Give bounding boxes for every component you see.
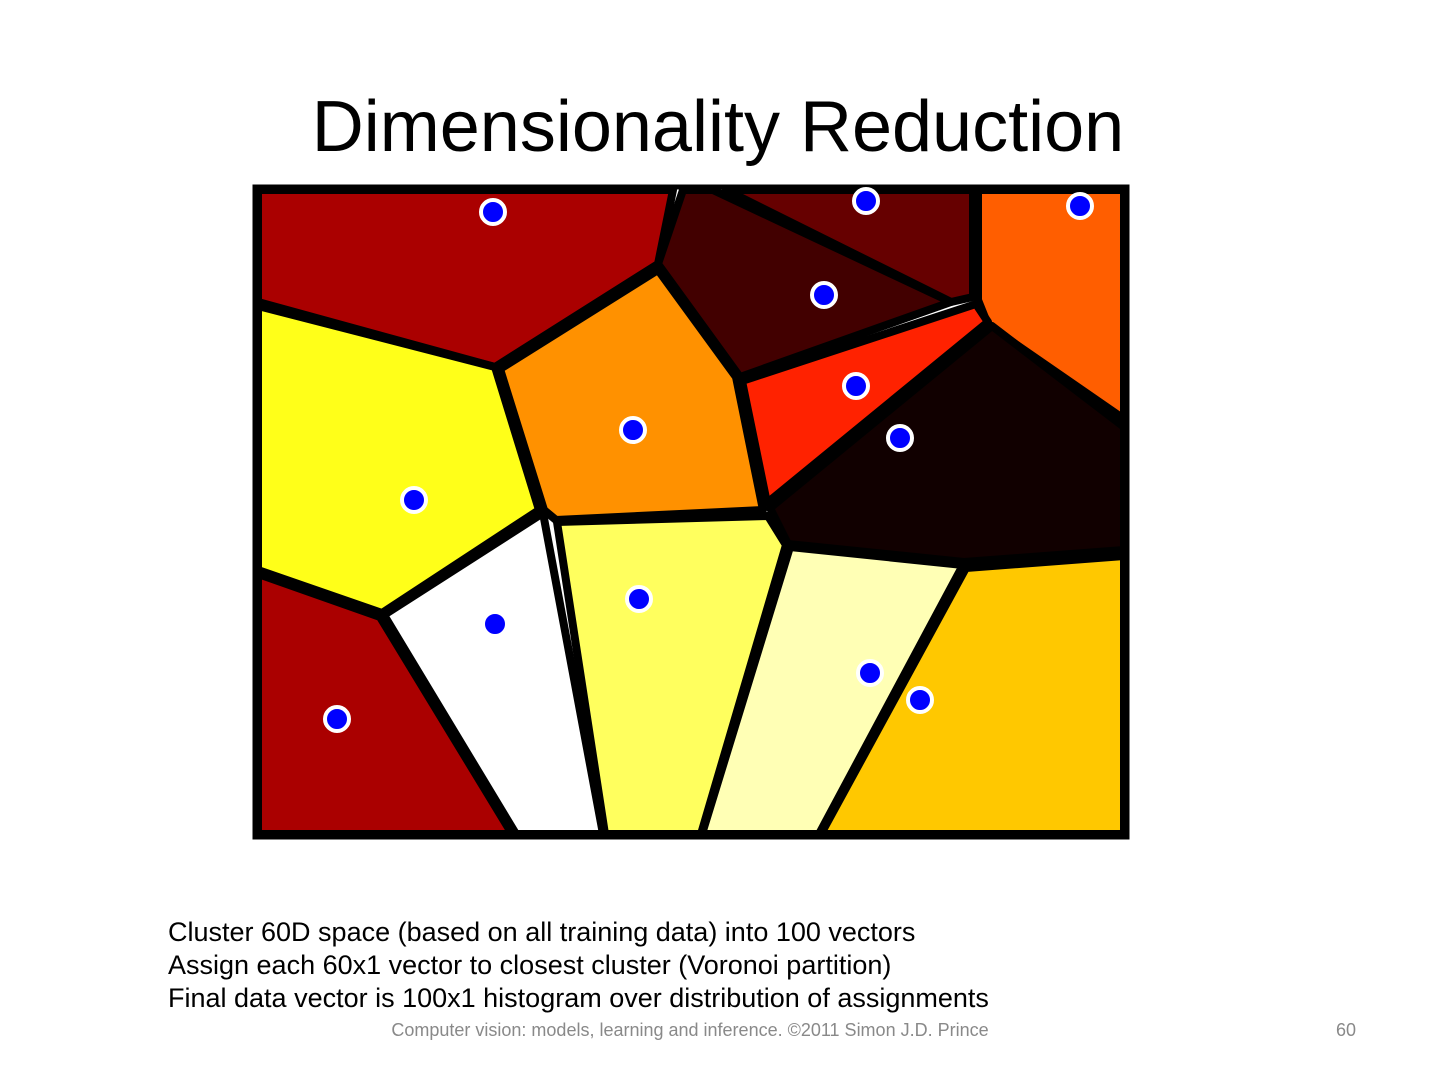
voronoi-cell-top-center-dark — [654, 186, 955, 381]
centroid-point — [479, 198, 507, 226]
centroid-point — [481, 610, 509, 638]
voronoi-cell-top-right-dark — [722, 186, 977, 306]
bullet-item: Cluster 60D space (based on all training… — [168, 917, 916, 947]
centroid-point — [856, 659, 884, 687]
slide-title: Dimensionality Reduction — [311, 87, 1125, 167]
bullet-item: Final data vector is 100x1 histogram ove… — [168, 983, 989, 1013]
voronoi-cell-top-left — [254, 186, 677, 371]
bullet-list: Cluster 60D space (based on all training… — [168, 916, 1268, 1015]
voronoi-cell-bottom-right-gold — [817, 552, 1128, 838]
centroid-point — [619, 416, 647, 444]
centroid-point — [400, 486, 428, 514]
bullet-item: Assign each 60x1 vector to closest clust… — [168, 950, 892, 980]
centroid-point — [886, 424, 914, 452]
centroid-point — [625, 585, 653, 613]
centroid-point — [852, 187, 880, 215]
centroid-point — [906, 686, 934, 714]
centroid-point — [323, 705, 351, 733]
centroid-point — [1066, 192, 1094, 220]
slide-footer: Computer vision: models, learning and in… — [391, 1020, 989, 1040]
voronoi-cell-center-red — [738, 300, 992, 507]
centroids — [323, 187, 1094, 733]
centroid-point — [842, 372, 870, 400]
page-number: 60 — [1335, 1020, 1356, 1040]
voronoi-cells — [254, 186, 1128, 838]
diagram-border — [252, 184, 1130, 840]
centroid-point — [810, 281, 838, 309]
